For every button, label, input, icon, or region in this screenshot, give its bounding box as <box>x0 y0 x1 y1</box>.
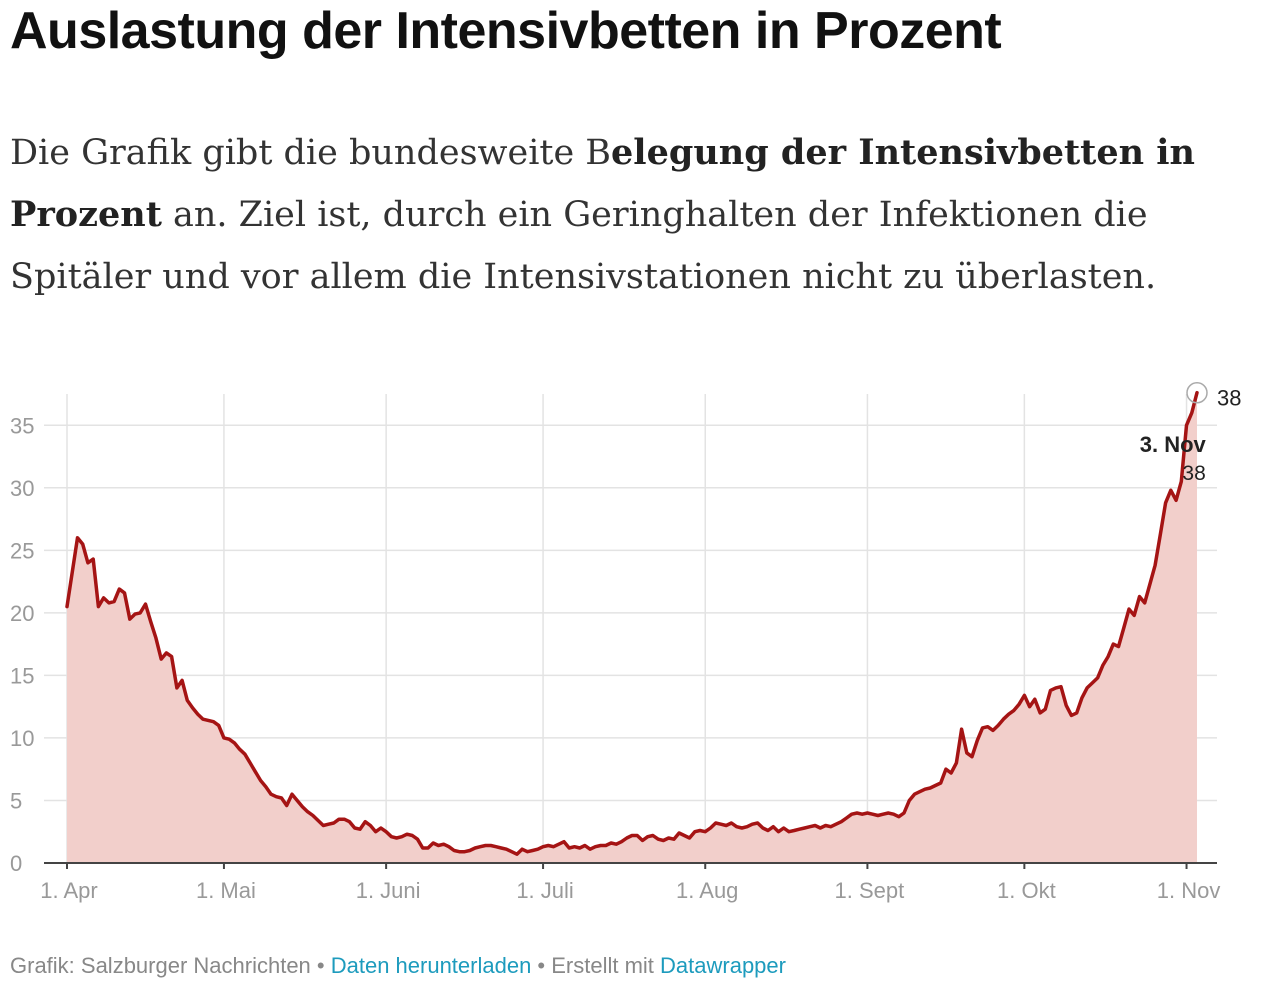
annotation-value-label: 38 <box>1182 462 1205 485</box>
y-tick-label: 10 <box>10 726 34 751</box>
end-value-marker <box>1186 381 1208 404</box>
occupancy-area-chart: 0 5 10 15 20 25 30 35 1. Apr 1. Mai 1. Juni 1. Juli… <box>10 381 1241 903</box>
y-tick-label: 25 <box>10 538 34 563</box>
x-tick-label: 1. Juni <box>356 878 421 903</box>
end-value-label: 38 <box>1217 386 1241 411</box>
description-text: Die Grafik gibt die bundesweite B <box>10 133 612 173</box>
y-tick-label: 0 <box>10 851 22 876</box>
x-tick-label: 1. Juli <box>516 878 573 903</box>
x-tick-label: 1. Mai <box>196 878 256 903</box>
download-data-link[interactable]: Daten herunterladen <box>330 953 532 978</box>
occupancy-line <box>65 390 1199 856</box>
datawrapper-link[interactable]: Datawrapper <box>660 953 786 978</box>
x-tick-label: 1. Nov <box>1157 878 1221 903</box>
annotation-date-label: 3. Nov <box>1140 432 1207 457</box>
y-tick-label: 30 <box>10 476 34 501</box>
x-tick-label: 1. Apr <box>40 878 97 903</box>
description-emphasis: elegung der Intensivbetten in Prozent <box>10 132 1195 235</box>
chart-title: Auslastung der Intensivbetten in Prozent <box>10 2 1002 60</box>
y-tick-label: 35 <box>10 413 34 438</box>
chart-footer: Grafik: Salzburger Nachrichten • Daten h… <box>10 953 786 979</box>
x-tick-label: 1. Aug <box>676 878 738 903</box>
chart-description: Die Grafik gibt die bundesweite Belegung… <box>10 122 1240 308</box>
footer-middle: • Erstellt mit <box>531 953 661 978</box>
y-tick-label: 15 <box>10 663 34 688</box>
occupancy-area <box>67 392 1197 863</box>
y-tick-label: 20 <box>10 601 34 626</box>
x-tick-label: 1. Sept <box>835 878 905 903</box>
description-text-end: an. Ziel ist, durch ein Geringhalten der… <box>10 195 1157 297</box>
footer-source: Grafik: Salzburger Nachrichten • <box>10 953 331 978</box>
y-tick-label: 5 <box>10 788 22 813</box>
x-tick-label: 1. Okt <box>997 878 1056 903</box>
